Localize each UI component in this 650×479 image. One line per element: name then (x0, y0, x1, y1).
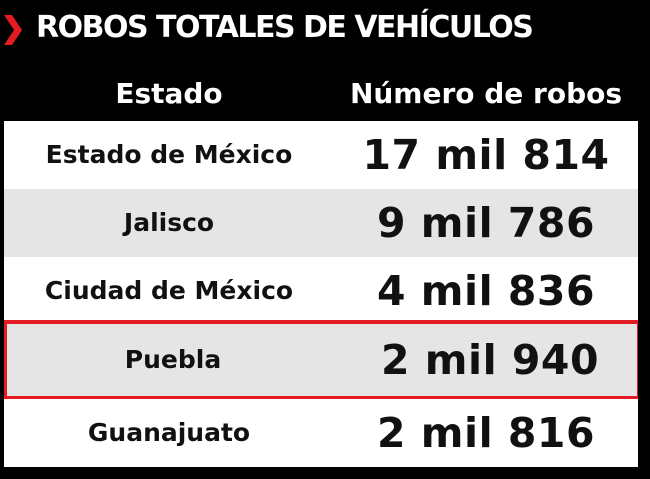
highlighted-row: Puebla 2 mil 940 (4, 320, 638, 400)
state-cell: Jalisco (123, 208, 215, 237)
header-state: Estado (115, 77, 223, 110)
state-cell: Estado de México (45, 140, 293, 169)
page-title: ROBOS TOTALES DE VEHÍCULOS (36, 10, 534, 45)
table-header: Estado Número de robos (4, 67, 638, 121)
state-cell: Puebla (124, 345, 222, 374)
count-cell: 2 mil 940 (381, 336, 599, 384)
count-cell: 4 mil 836 (377, 267, 595, 315)
count-cell: 17 mil 814 (362, 131, 610, 179)
chevron-right-icon (4, 15, 22, 45)
table-row: Guanajuato 2 mil 816 (4, 399, 638, 467)
table-row: Jalisco 9 mil 786 (4, 189, 638, 257)
header-count: Número de robos (349, 77, 623, 110)
count-cell: 9 mil 786 (377, 199, 595, 247)
table-row: Estado de México 17 mil 814 (4, 121, 638, 189)
data-table: Estado Número de robos Estado de México … (4, 67, 638, 467)
title-bar: ROBOS TOTALES DE VEHÍCULOS (0, 0, 650, 58)
table-row: Ciudad de México 4 mil 836 (4, 257, 638, 325)
state-cell: Ciudad de México (44, 276, 294, 305)
state-cell: Guanajuato (87, 418, 251, 447)
count-cell: 2 mil 816 (377, 409, 595, 457)
